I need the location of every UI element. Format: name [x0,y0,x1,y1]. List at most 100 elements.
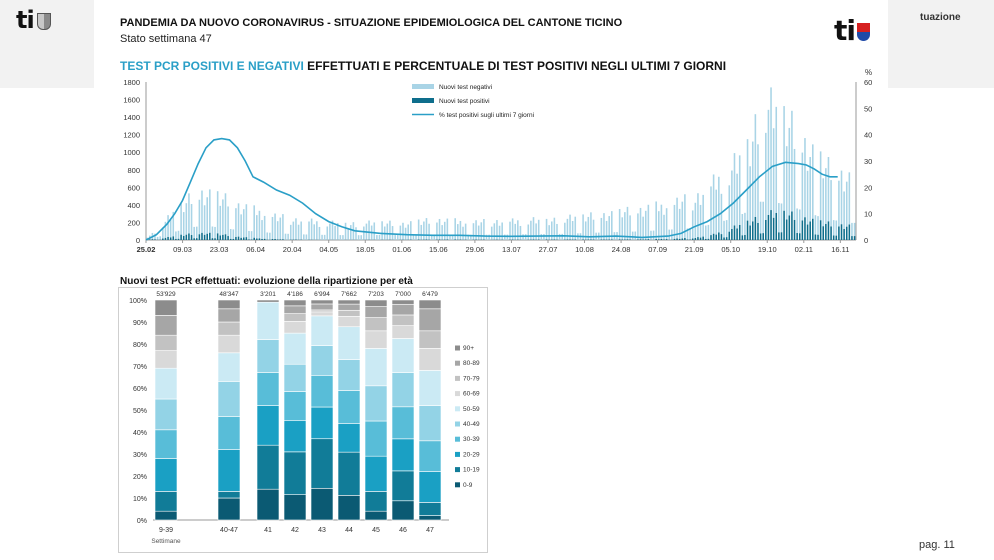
bar-positivi [759,233,762,240]
bar-negativi [436,222,438,240]
x-tick-label: 20.04 [283,245,302,254]
bar-positivi [250,239,253,240]
bar-positivi [796,232,798,240]
bar-negativi [159,236,162,240]
legend-label: 40-49 [463,421,480,428]
bar-negativi [819,151,822,221]
bar-negativi [775,106,778,213]
bar-positivi [783,210,785,240]
bar-positivi [263,238,266,240]
bar-negativi [331,220,334,240]
bar-total-label: 6'479 [422,291,438,298]
bar-positivi [663,239,665,240]
legend-swatch [455,360,460,366]
bar-positivi [853,236,856,240]
bar-negativi [394,235,396,240]
chart1-title-highlight: TEST PCR POSITIVI E NEGATIVI [120,59,304,73]
bar-negativi [326,226,329,240]
bar-negativi [376,235,378,240]
bar-negativi [830,180,832,227]
bar-negativi [754,114,757,217]
bar-negativi [652,230,655,240]
x-tick-label: 13.07 [502,245,521,254]
bar-negativi [545,218,548,240]
bar-negativi [663,214,665,240]
bar-negativi [530,220,532,240]
bar-positivi [812,218,814,240]
bar-positivi [169,237,172,240]
x-tick-label: 24.08 [612,245,631,254]
bar-positivi [149,239,151,240]
bar-negativi [292,221,295,240]
stack-segment [310,315,334,346]
bar-negativi [783,106,785,211]
bar-negativi [271,216,274,240]
bar-negativi [522,234,524,240]
bar-negativi [749,166,751,226]
bar-positivi [644,239,647,240]
bar-negativi [295,218,297,240]
legend-swatch [455,391,460,397]
bar-positivi [772,217,775,240]
x-axis-label: Settimane [151,538,181,545]
bar-positivi [814,234,817,240]
x-tick-label: 06.04 [246,245,265,254]
y-right-tick-label: 10 [864,210,872,219]
bar-positivi [553,239,556,240]
bar-positivi [222,234,224,240]
bar-negativi [838,180,840,227]
stack-segment [364,317,388,332]
bar-negativi [524,234,527,240]
bar-negativi [475,220,477,240]
bar-negativi [825,168,827,224]
bar-negativi [224,193,227,235]
bar-negativi [344,222,347,240]
bar-positivi [707,238,710,240]
x-tick-label: 16.11 [831,245,849,254]
bar-total-label: 7'000 [395,291,411,298]
stack-segment [154,458,178,492]
bar-negativi [770,87,772,211]
bar-negativi [527,224,530,240]
bar-negativi [321,234,323,240]
stack-segment [391,299,415,305]
x-tick-label: 05.10 [721,245,740,254]
bar-total-label: 53'929 [156,291,176,298]
stack-segment [418,502,442,516]
bar-total-label: 48'347 [219,291,239,298]
bar-negativi [227,206,229,237]
y-left-tick-label: 1200 [123,131,140,140]
bar-negativi [323,234,326,240]
bar-negativi [498,225,501,240]
y-right-tick-label: 60 [864,78,872,87]
stack-segment [418,299,442,310]
bar-negativi [363,226,365,240]
bar-negativi [336,223,339,240]
bar-negativi [832,220,835,236]
bar-positivi [699,237,702,240]
bar-negativi [673,204,676,239]
bar-positivi [710,235,712,240]
x-tick-label: 27.07 [539,245,558,254]
stack-segment [154,429,178,459]
stack-segment [217,299,241,310]
y-tick-label: 40% [133,430,147,437]
bar-positivi [765,219,767,240]
bar-negativi [274,213,276,239]
bar-negativi [245,204,248,238]
bar-positivi [219,235,222,240]
bar-negativi [399,225,402,240]
slide: PANDEMIA DA NUOVO CORONAVIRUS - SITUAZIO… [94,0,888,560]
bar-negativi [702,194,704,237]
stack-segment [337,326,361,360]
bar-total-label: 3'201 [260,291,276,298]
bar-negativi [691,210,694,239]
bar-negativi [543,234,545,240]
bar-negativi [430,234,433,240]
stack-segment [283,363,307,392]
bar-negativi [237,203,240,237]
stack-segment [391,406,415,440]
stack-segment [154,510,178,521]
bar-total-label: 7'662 [341,291,357,298]
bar-positivi [720,234,723,240]
